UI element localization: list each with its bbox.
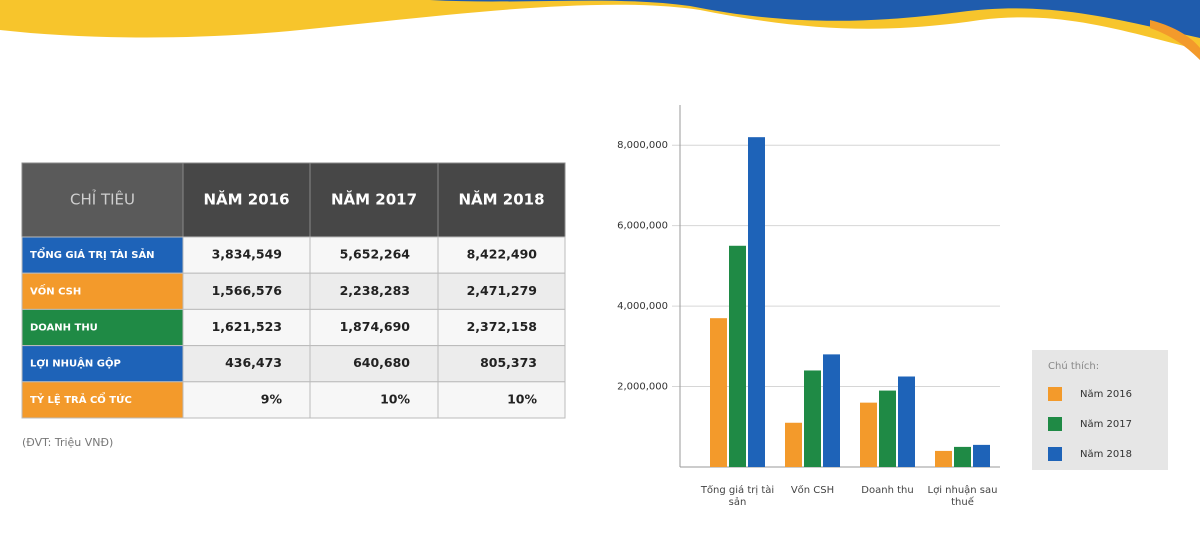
cell-text: 1,566,576 — [212, 283, 283, 298]
x-tick-label: Vốn CSH — [790, 485, 835, 496]
x-tick-label: Tổng giá trị tài sản — [700, 485, 775, 508]
x-tick-label: Doanh thu — [861, 485, 914, 496]
wave-blue — [60, 0, 1200, 38]
cell-text: 8,422,490 — [467, 247, 538, 262]
row-label: TỔNG GIÁ TRỊ TÀI SẢN — [30, 246, 155, 261]
cell — [437, 308, 566, 347]
row-label-cell — [21, 272, 184, 310]
header-text: CHỈ TIÊU — [70, 189, 135, 209]
y-tick-label: 8,000,000 — [617, 140, 668, 151]
row-label: DOANH THU — [30, 323, 98, 334]
row-label-cell — [21, 381, 184, 419]
bar — [785, 422, 802, 467]
chart: 2,000,000 4,000,000 6,000,000 8,000,000 Tổng… — [617, 105, 1168, 508]
cell-text: 436,473 — [225, 355, 282, 370]
legend-label: Năm 2016 — [1080, 389, 1132, 400]
cell — [309, 272, 439, 310]
legend-swatch — [1048, 417, 1062, 431]
bar — [710, 318, 727, 467]
x-tick-label: Lợi nhuận sau thuế — [927, 485, 998, 508]
header-text: NĂM 2017 — [331, 190, 417, 209]
cell — [437, 345, 566, 383]
cell — [437, 272, 566, 310]
x-tick-label-box: Tổng giá trị tài sản — [700, 485, 775, 508]
wave-orange — [1150, 20, 1200, 60]
header-cell — [182, 162, 311, 238]
y-tick-label: 4,000,000 — [617, 301, 668, 312]
cell — [182, 272, 311, 310]
bar — [860, 402, 877, 467]
cell-text: 2,238,283 — [340, 283, 410, 298]
y-tick-label: 2,000,000 — [617, 382, 668, 393]
legend-swatch — [1048, 387, 1062, 401]
row-label: VỐN CSH — [30, 282, 81, 297]
table-note: (ĐVT: Triệu VNĐ) — [22, 436, 113, 449]
x-tick-label-box: Vốn CSH — [790, 485, 835, 496]
cell — [309, 381, 439, 419]
bar — [898, 376, 915, 467]
bar — [973, 444, 990, 467]
cell-text: 2,471,279 — [467, 283, 537, 298]
cell — [182, 345, 311, 383]
row-label: TỶ LỆ TRẢ CỔ TỨC — [30, 391, 132, 406]
x-tick-label-box: Lợi nhuận sau thuế — [927, 485, 998, 508]
bar — [879, 390, 896, 467]
cell-text: 10% — [507, 391, 537, 406]
row-label-cell — [21, 345, 184, 383]
row-label: LỢI NHUẬN GỘP — [30, 357, 121, 370]
header-text: NĂM 2018 — [458, 190, 544, 209]
header-cell — [309, 162, 439, 238]
cell-text: 10% — [380, 391, 410, 406]
x-tick-label-box: Doanh thu — [861, 485, 914, 496]
legend-label: Năm 2017 — [1080, 419, 1132, 430]
cell-text: 3,834,549 — [212, 247, 282, 262]
cell — [309, 236, 439, 274]
table: CHỈ TIÊU NĂM 2016 NĂM 2017 NĂM 2018 TỔNG GIÁ… — [21, 162, 566, 419]
cell-text: 2,372,158 — [467, 319, 537, 334]
cell-text: 640,680 — [353, 355, 410, 370]
header-cell — [21, 162, 184, 238]
cell-text: 805,373 — [480, 355, 537, 370]
cell — [182, 236, 311, 274]
legend-swatch — [1048, 447, 1062, 461]
header-text: NĂM 2016 — [203, 190, 289, 209]
cell — [437, 381, 566, 419]
cell-text: 1,874,690 — [340, 319, 411, 334]
legend-title: Chú thích: — [1048, 360, 1099, 372]
y-tick-label: 6,000,000 — [617, 221, 668, 232]
bar — [729, 245, 746, 467]
cell-text: 1,621,523 — [212, 319, 282, 334]
bar — [748, 137, 765, 467]
cell-text: 5,652,264 — [340, 247, 411, 262]
legend-label: Năm 2018 — [1080, 449, 1132, 460]
cell — [182, 381, 311, 419]
bar — [804, 370, 821, 467]
bar — [823, 354, 840, 467]
bar — [954, 446, 971, 467]
bar — [935, 450, 952, 467]
cell-text: 9% — [261, 391, 283, 406]
header-cell — [437, 162, 566, 238]
